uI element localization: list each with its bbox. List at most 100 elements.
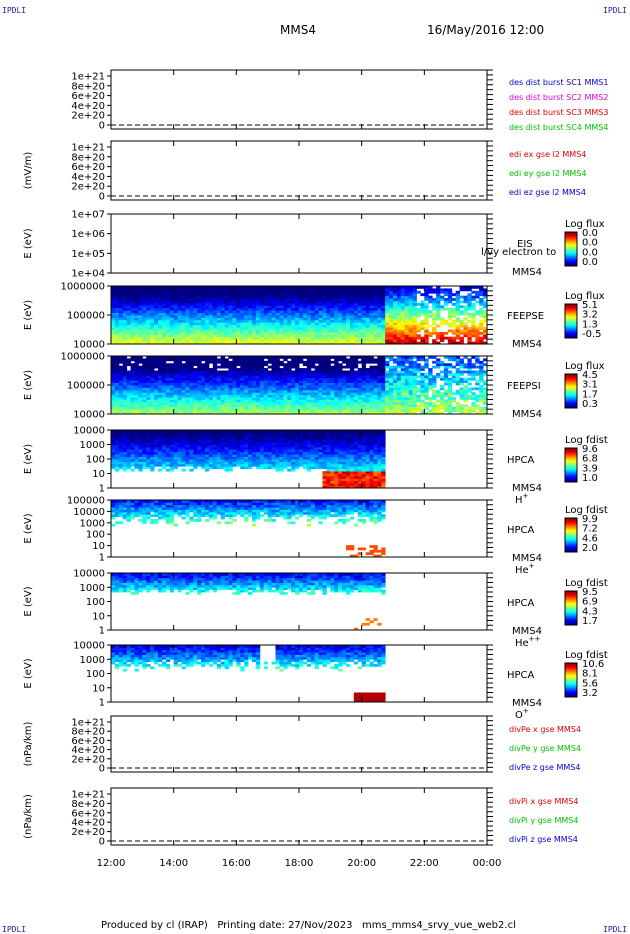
legend-entry: divPi x gse MMS4 xyxy=(509,797,578,806)
y-tick-label: 6e+20 xyxy=(71,162,105,173)
y-tick-label: 6e+20 xyxy=(71,736,105,747)
panel-hpca_o xyxy=(107,644,578,703)
y-tick-label: 10 xyxy=(92,541,105,552)
x-tick-label: 00:00 xyxy=(473,858,502,869)
colorbar-tick-label: 3.9 xyxy=(582,463,598,474)
instrument-label: HPCA xyxy=(507,598,535,609)
panel-frame-hpca_he2 xyxy=(110,572,488,631)
y-axis-label: E (eV) xyxy=(23,228,34,258)
y-tick-label: 1000 xyxy=(80,655,105,666)
colorbar-title: Log fdist xyxy=(565,435,608,446)
y-axis-label: (nPa/km) xyxy=(23,722,34,767)
y-tick-label: 4e+20 xyxy=(71,818,105,829)
panel-feepse xyxy=(107,285,578,345)
panel-edi xyxy=(107,140,493,201)
panel-frame-hpca_h xyxy=(110,429,488,489)
y-tick-label: 100 xyxy=(86,597,105,608)
y-axis-label: E (eV) xyxy=(23,370,34,400)
colorbar-tick-label: 6.8 xyxy=(582,454,598,465)
panel-divpi xyxy=(107,787,493,846)
colorbar-title: Log flux xyxy=(565,361,605,372)
y-tick-label: 4e+20 xyxy=(71,101,105,112)
date-title: 16/May/2016 12:00 xyxy=(427,23,545,37)
colorbar xyxy=(564,590,578,626)
colorbar xyxy=(564,373,578,409)
colorbar-tick-label: 4.3 xyxy=(582,606,598,617)
panel-des xyxy=(107,69,493,130)
colorbar-tick-label: 3.2 xyxy=(582,310,598,321)
spacecraft-label: MMS4 xyxy=(512,698,542,709)
legend-entry: divPe x gse MMS4 xyxy=(509,725,581,734)
y-tick-label: 6e+20 xyxy=(71,91,105,102)
corner-label-top-right: IPDLI xyxy=(603,6,628,15)
colorbar-tick-label: 2.0 xyxy=(582,543,598,554)
colorbar-tick-label: 5.6 xyxy=(582,678,598,689)
y-tick-label: 8e+20 xyxy=(71,799,105,810)
colorbar-tick-label: 7.2 xyxy=(582,524,598,535)
y-tick-label: 1000000 xyxy=(60,282,105,293)
species-label: He+ xyxy=(515,562,535,576)
colorbar-title: Log flux xyxy=(565,219,605,230)
legend-entry: des dist burst SC2 MMS2 xyxy=(509,93,608,102)
colorbar-tick-label: 1.0 xyxy=(582,473,598,484)
y-tick-label: 1e+04 xyxy=(71,269,105,280)
corner-label-bottom-left: IPDLI xyxy=(2,925,27,934)
instrument-label: FEEPSI xyxy=(507,381,541,392)
footer-credits: Produced by cl (IRAP) Printing date: 27/… xyxy=(101,920,516,931)
y-tick-label: 10000 xyxy=(73,641,105,652)
spacecraft-label: MMS4 xyxy=(512,483,542,494)
x-tick-label: 20:00 xyxy=(347,858,376,869)
legend-entry: edi ez gse l2 MMS4 xyxy=(509,188,586,197)
panel-frame-edi xyxy=(110,140,488,201)
x-tick-label: 12:00 xyxy=(97,858,126,869)
colorbar xyxy=(564,447,578,483)
y-tick-label: 100000 xyxy=(67,381,105,392)
y-tick-label: 1e+21 xyxy=(71,143,105,154)
y-tick-label: 10000 xyxy=(73,569,105,580)
colorbar-title: Log fdist xyxy=(565,578,608,589)
colorbar-title: Log fdist xyxy=(565,650,608,661)
y-tick-label: 1 xyxy=(99,626,105,637)
panel-frame-hpca_he xyxy=(110,499,488,558)
y-tick-label: 1000000 xyxy=(60,352,105,363)
y-tick-label: 0 xyxy=(99,837,105,848)
species-label: O+ xyxy=(515,707,529,721)
panel-hpca_he2 xyxy=(107,572,578,631)
panel-hpca_h xyxy=(107,429,578,489)
overlap-label: l/vy electron to xyxy=(481,247,556,258)
y-tick-label: 100 xyxy=(86,455,105,466)
panel-divpe xyxy=(107,715,493,773)
y-tick-label: 0 xyxy=(99,121,105,132)
y-axis-label: (mV/m) xyxy=(23,152,34,190)
y-tick-label: 0 xyxy=(99,764,105,775)
spacecraft-label: MMS4 xyxy=(512,553,542,564)
colorbar-tick-label: 0.0 xyxy=(582,247,598,258)
y-tick-label: 8e+20 xyxy=(71,81,105,92)
y-tick-label: 4e+20 xyxy=(71,172,105,183)
colorbar-tick-label: 0.0 xyxy=(582,238,598,249)
colorbar-tick-label: 3.2 xyxy=(582,688,598,699)
instrument-label: HPCA xyxy=(507,455,535,466)
y-tick-label: 1e+06 xyxy=(71,229,105,240)
y-tick-label: 0 xyxy=(99,192,105,203)
colorbar-tick-label: 4.5 xyxy=(582,370,598,381)
corner-label-top-left: IPDLI xyxy=(2,6,27,15)
species-label: H+ xyxy=(515,492,529,506)
colorbar-tick-label: 10.6 xyxy=(582,659,604,670)
colorbar-tick-label: 4.6 xyxy=(582,533,598,544)
colorbar-tick-label: 1.7 xyxy=(582,616,598,627)
colorbar-tick-label: 9.9 xyxy=(582,514,598,525)
legend-entry: des dist burst SC4 MMS4 xyxy=(509,123,608,132)
y-tick-label: 2e+20 xyxy=(71,182,105,193)
instrument-label: HPCA xyxy=(507,525,535,536)
spacecraft-label: MMS4 xyxy=(512,626,542,637)
y-axis-label: E (eV) xyxy=(23,444,34,474)
x-tick-label: 14:00 xyxy=(159,858,188,869)
spacecraft-label: MMS4 xyxy=(512,339,542,350)
colorbar-tick-label: 0.3 xyxy=(582,399,598,410)
colorbar-tick-label: 0.0 xyxy=(582,228,598,239)
y-axis-label: (nPa/km) xyxy=(23,794,34,839)
y-tick-label: 100000 xyxy=(67,496,105,507)
instrument-label: HPCA xyxy=(507,670,535,681)
y-tick-label: 100 xyxy=(86,669,105,680)
